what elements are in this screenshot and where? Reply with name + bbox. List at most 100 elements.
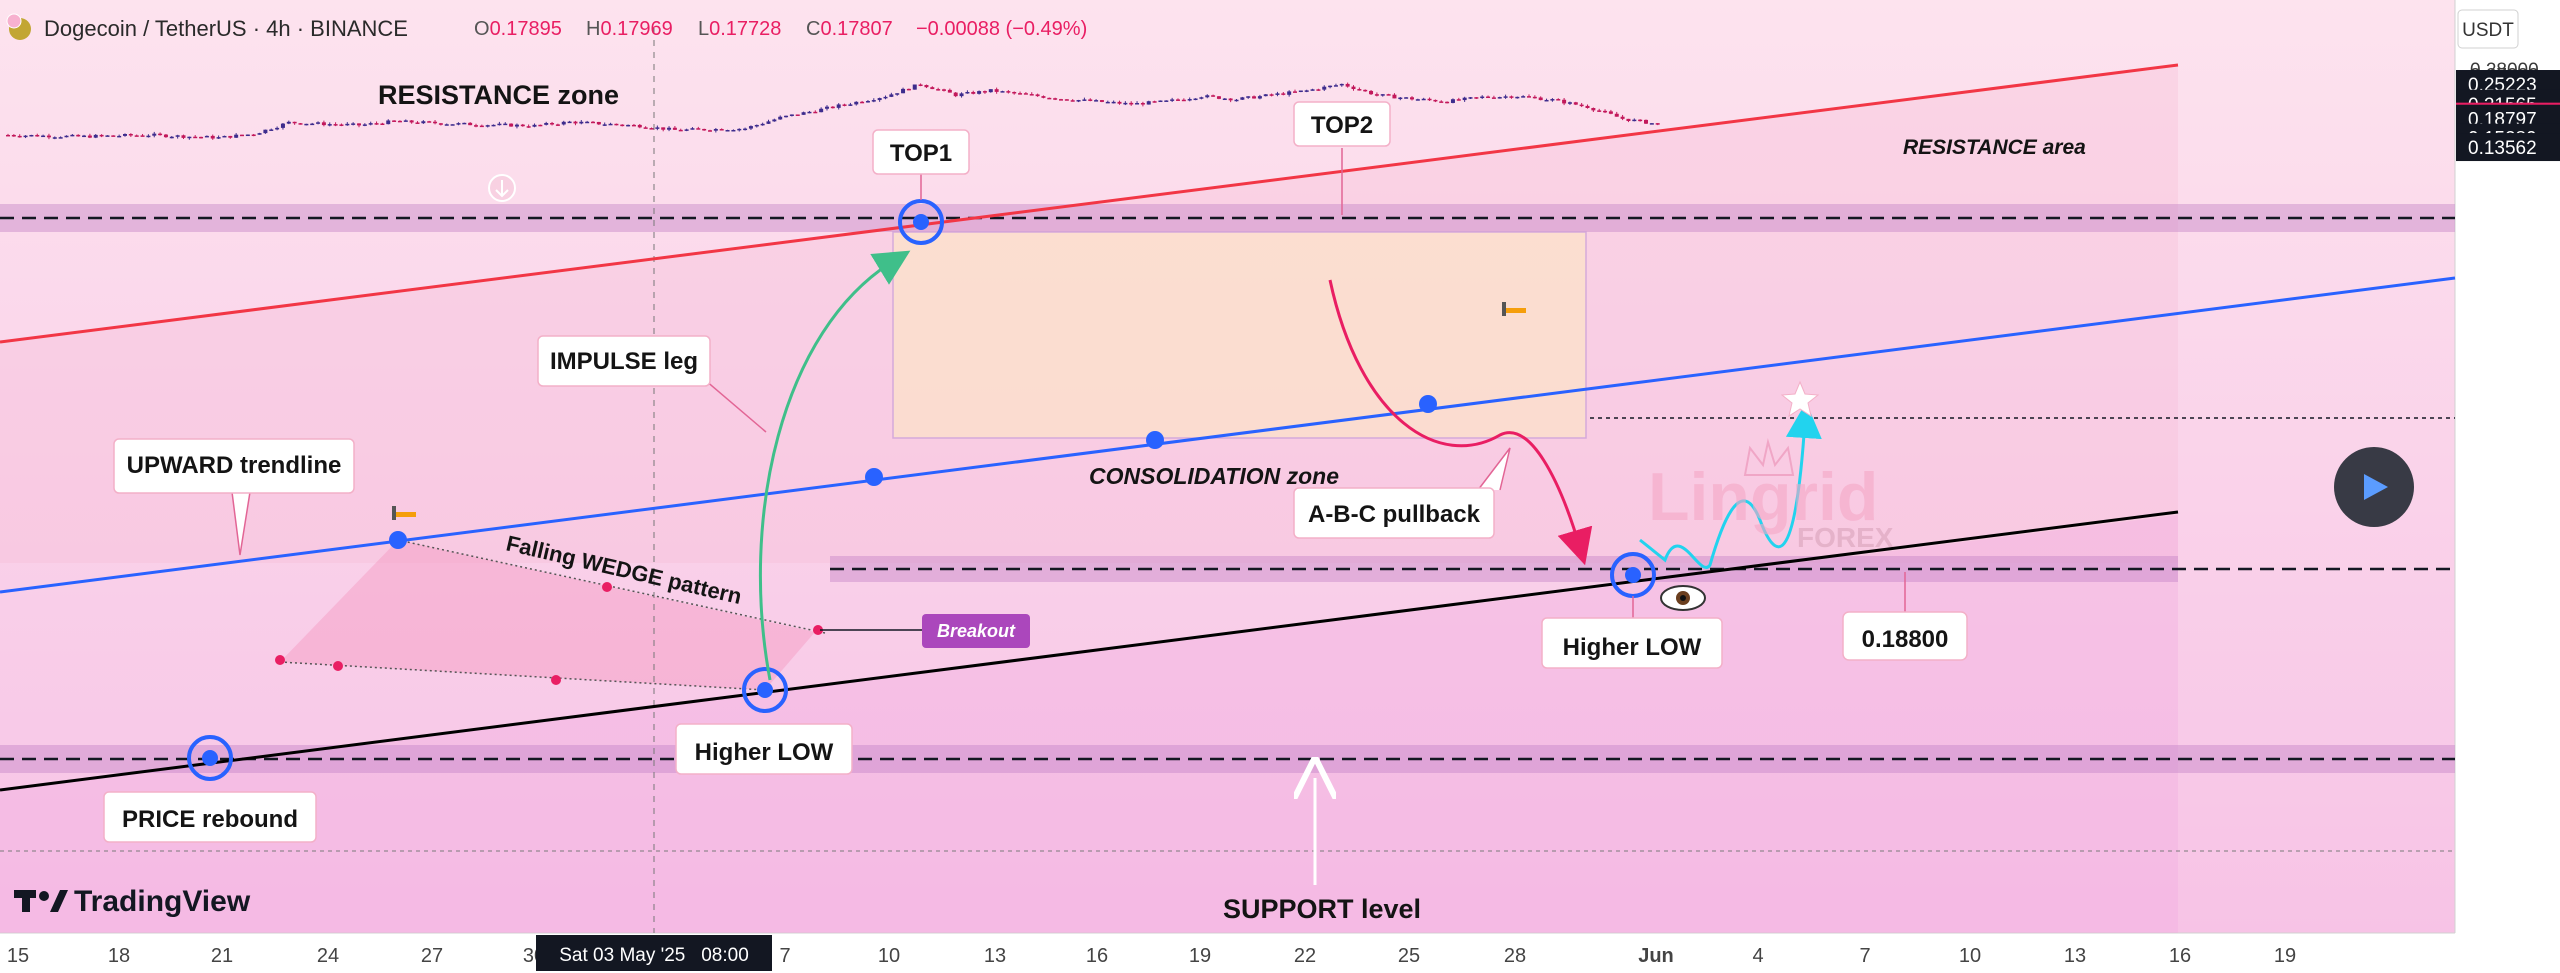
- candle-body: [1603, 110, 1608, 113]
- candle-body: [842, 104, 847, 106]
- candle-body: [1176, 99, 1180, 101]
- currency-box[interactable]: [2457, 9, 2519, 49]
- candle-body: [1000, 91, 1005, 93]
- candle-body: [906, 88, 911, 91]
- symbol-header[interactable]: Dogecoin / TetherUS · 4h · BINANCE O 0.17…: [6, 13, 1087, 41]
- breakout-label: Breakout: [937, 621, 1016, 641]
- candle-body: [397, 120, 402, 123]
- open-label: O: [474, 18, 490, 40]
- candle-body: [444, 124, 449, 126]
- candle-body: [971, 91, 976, 94]
- candle-body: [567, 121, 572, 124]
- candle-body: [1351, 86, 1356, 90]
- candle-body: [64, 135, 69, 138]
- candle-body: [1199, 97, 1204, 99]
- candle-body: [942, 89, 946, 91]
- date-tick-label: 10: [1959, 945, 1981, 967]
- candle-body: [1620, 116, 1625, 119]
- candle-body: [462, 122, 467, 125]
- candle-body: [58, 137, 63, 139]
- candle-body: [216, 137, 221, 139]
- candle-body: [286, 121, 291, 124]
- support-level-label: SUPPORT level: [1223, 894, 1421, 924]
- crosshair-date-box: [536, 935, 772, 971]
- candle-body: [1433, 99, 1438, 102]
- target-price-label: 0.18800: [1862, 626, 1949, 653]
- candle-body: [468, 122, 473, 126]
- candle-body: [1246, 96, 1251, 98]
- candle-body: [1456, 99, 1461, 101]
- candle-body: [661, 127, 666, 130]
- candle-body: [684, 129, 689, 131]
- candle-body: [152, 133, 157, 136]
- trend-touch-3: [1146, 431, 1164, 449]
- star-icon: [1780, 380, 1820, 418]
- candle-body: [807, 111, 812, 114]
- candle-body: [257, 133, 262, 135]
- close-label: C: [806, 18, 820, 40]
- candle-body: [228, 135, 233, 138]
- candle-body: [1567, 102, 1572, 104]
- candle-body: [708, 130, 712, 132]
- candle-body: [1415, 99, 1420, 101]
- target-price-box: [1842, 611, 1968, 661]
- hammer-icon: [392, 506, 416, 520]
- tradingview-logo[interactable]: TradingView: [14, 885, 251, 918]
- candle-body: [1491, 97, 1496, 99]
- candle-body: [1480, 96, 1485, 99]
- candle-body: [1410, 97, 1414, 100]
- svg-text:H0.17969: H0.17969: [586, 18, 673, 40]
- breakout-badge: [922, 614, 1030, 648]
- marker-higher-low-1: [742, 667, 788, 713]
- candle-body: [731, 129, 736, 132]
- play-button[interactable]: [2334, 447, 2414, 527]
- candle-body: [1035, 94, 1040, 97]
- candle-body: [713, 129, 718, 131]
- candle-body: [667, 127, 672, 130]
- time-axis-panel[interactable]: [0, 933, 2560, 973]
- candle-body: [204, 135, 209, 138]
- candle-body: [298, 123, 303, 125]
- symbol-title[interactable]: Dogecoin / TetherUS · 4h · BINANCE: [44, 16, 408, 41]
- candle-body: [643, 127, 648, 129]
- candle-body: [555, 124, 560, 126]
- top1-label: TOP1: [890, 140, 952, 167]
- date-tick-label: 16: [2169, 945, 2191, 967]
- candle-body: [280, 123, 285, 128]
- candle-body: [456, 123, 461, 125]
- candle-body: [1404, 97, 1409, 99]
- candle-body: [550, 122, 555, 125]
- candle-body: [1585, 105, 1590, 109]
- date-tick-label: 27: [421, 945, 443, 967]
- candle-body: [474, 125, 478, 127]
- candle-body: [450, 124, 455, 126]
- candle-body: [1439, 101, 1444, 103]
- support-trendline[interactable]: [0, 510, 2179, 792]
- candle-body: [737, 128, 742, 131]
- date-tick-label: 13: [2064, 945, 2086, 967]
- low-value: 0.17728: [709, 18, 781, 40]
- wedge-point-3: [551, 675, 561, 685]
- arrow-down-circle-icon[interactable]: [488, 174, 516, 202]
- candle-body: [117, 135, 122, 138]
- candle-body: [1263, 94, 1268, 97]
- candle-body: [433, 121, 438, 124]
- price-rebound-box: [103, 791, 317, 843]
- candle-body: [275, 127, 280, 130]
- candle-body: [994, 89, 999, 92]
- upward-trendline-box: [113, 438, 355, 494]
- candle-body: [1064, 99, 1069, 101]
- candle-body: [877, 98, 882, 101]
- candlestick-series: [6, 82, 1660, 140]
- blue-trendline[interactable]: [0, 276, 2456, 594]
- marker-higher-low-2-dot: [1625, 567, 1641, 583]
- candle-body: [6, 134, 10, 137]
- candle-body: [585, 121, 590, 124]
- date-tick-label: 10: [878, 945, 900, 967]
- candle-body: [988, 89, 993, 93]
- candle-body: [1111, 101, 1116, 104]
- currency-label: USDT: [2462, 20, 2514, 41]
- resistance-trendline[interactable]: [0, 63, 2179, 344]
- candle-body: [819, 108, 824, 113]
